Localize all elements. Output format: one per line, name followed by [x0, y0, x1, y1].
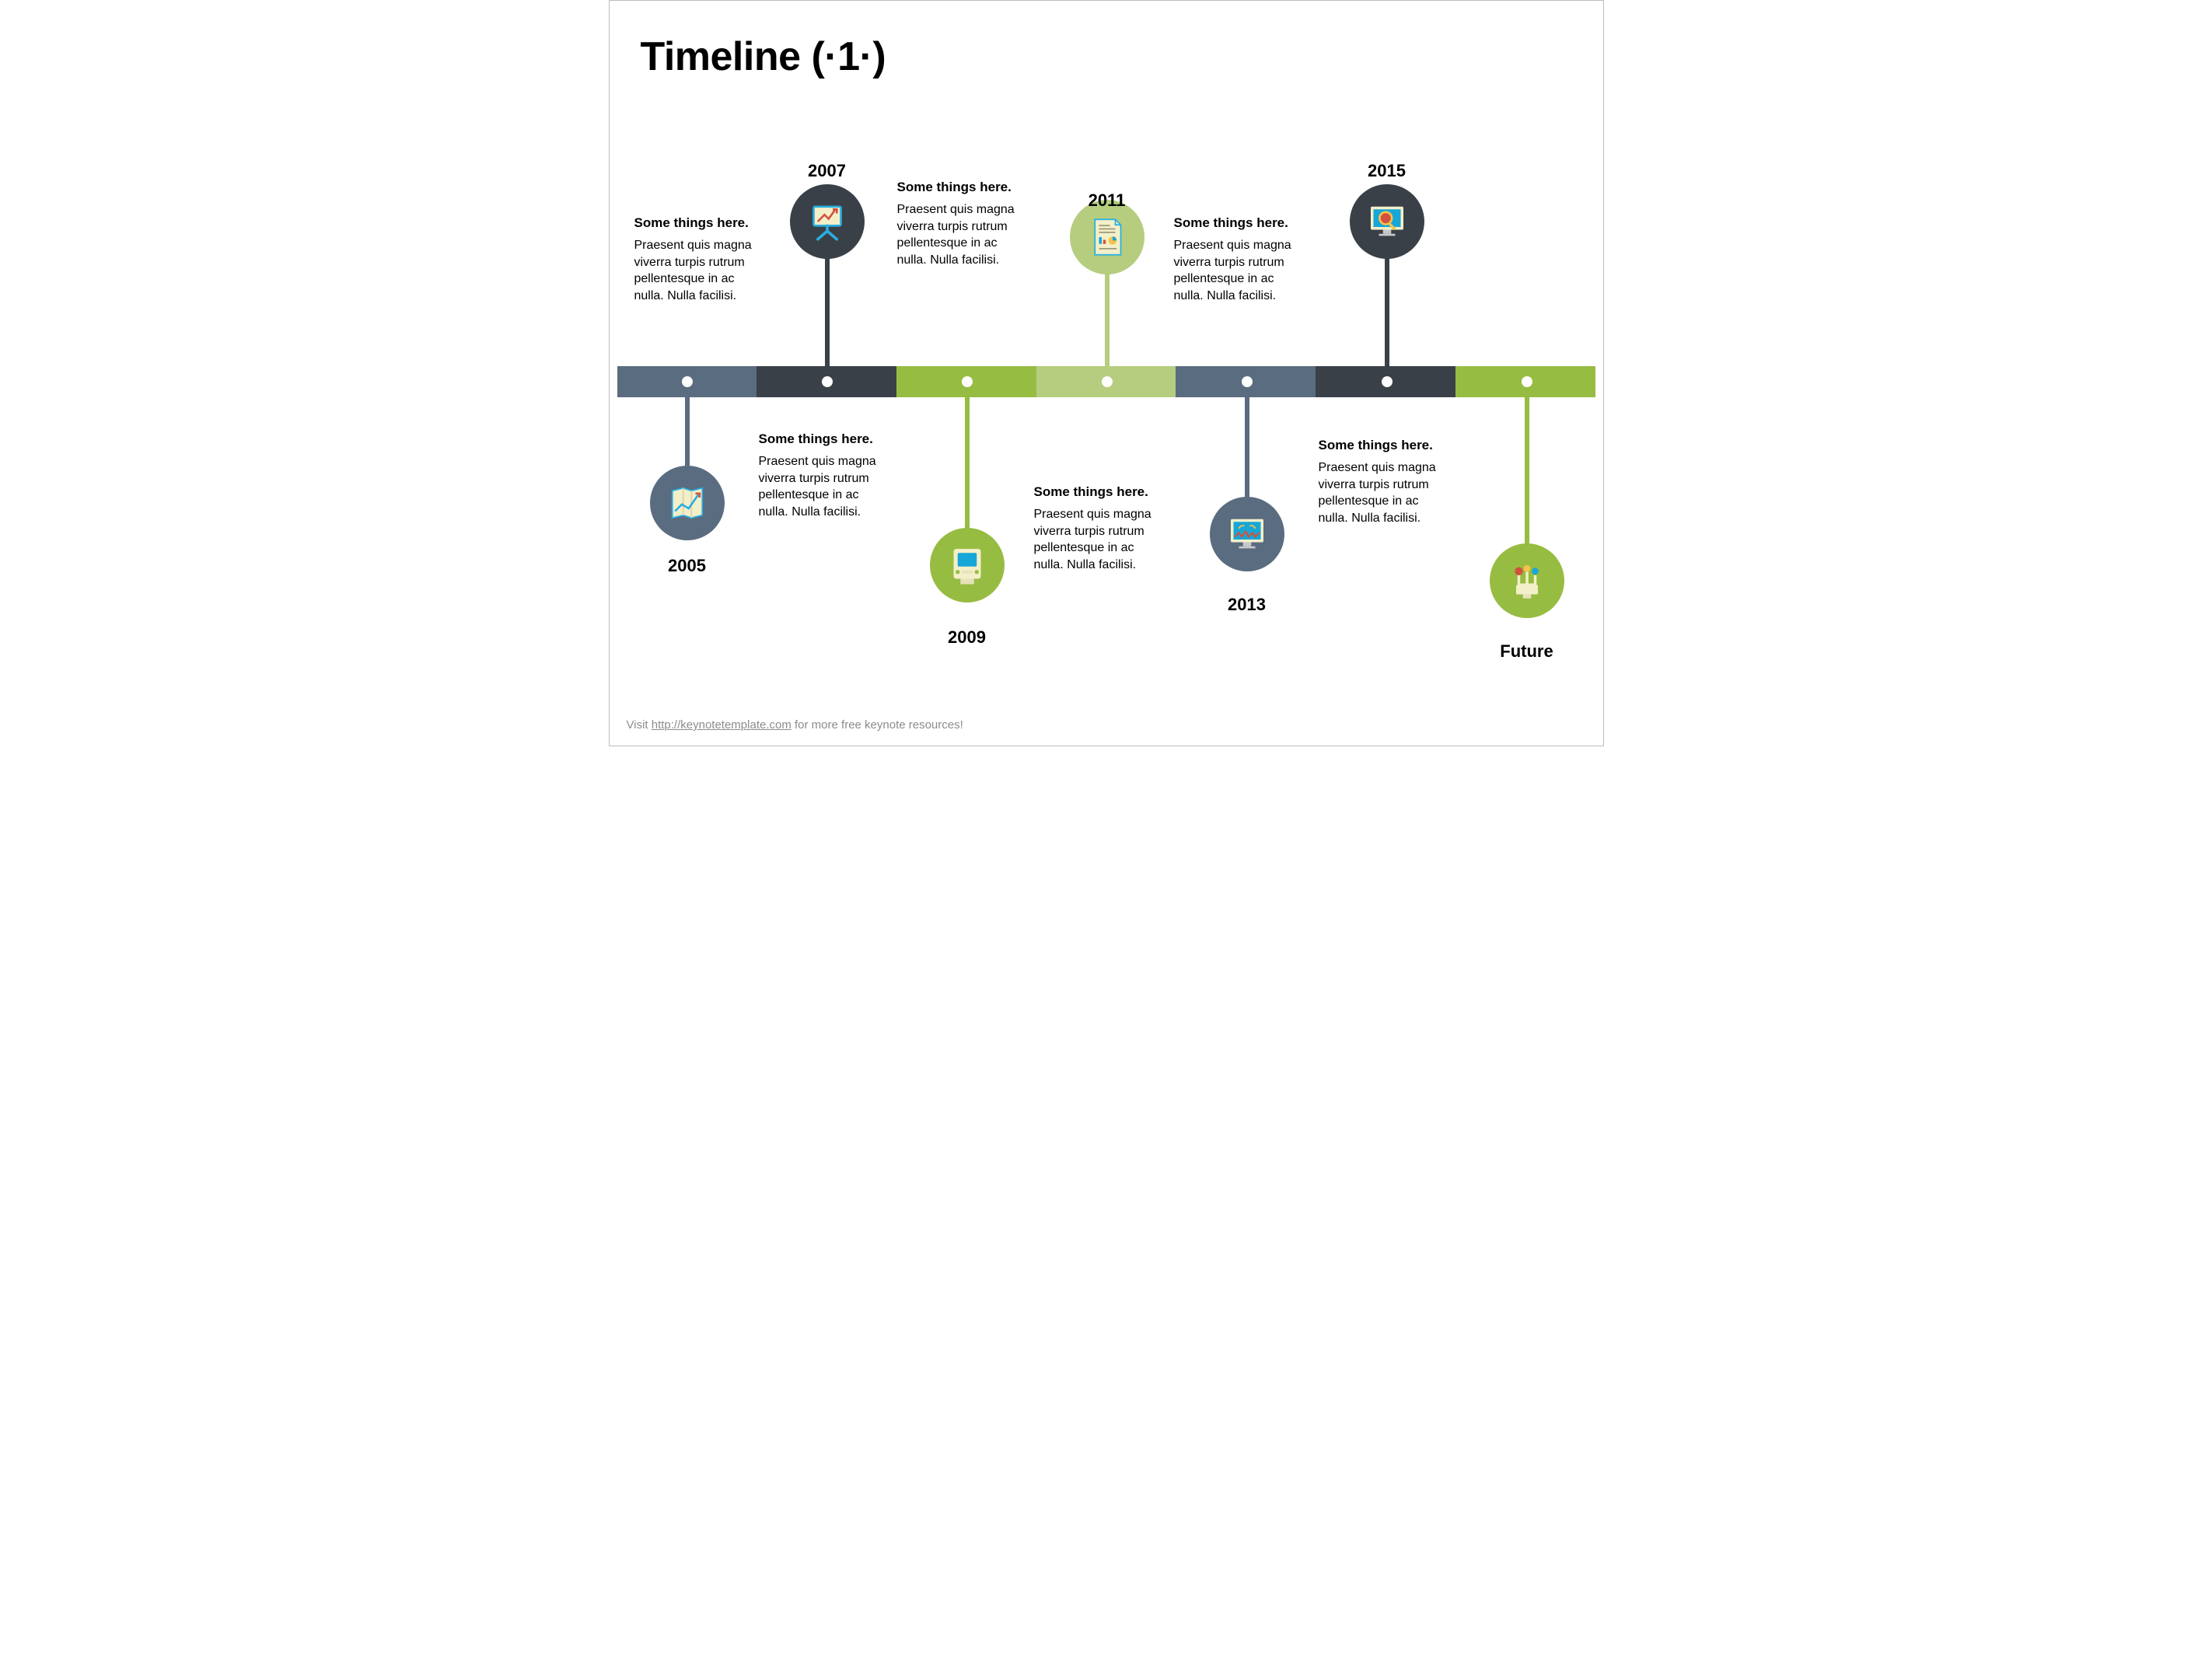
entry-heading: Some things here. — [1174, 215, 1306, 231]
timeline-stem — [1105, 273, 1109, 366]
timeline-entry: Some things here. Praesent quis magna viv… — [1319, 438, 1451, 526]
timeline-dot — [682, 376, 693, 387]
timeline-entry: Some things here. Praesent quis magna viv… — [897, 180, 1029, 268]
atm-icon — [945, 543, 989, 587]
timeline-entry: Some things here. Praesent quis magna viv… — [634, 215, 767, 304]
timeline-dot — [1382, 376, 1393, 387]
year-label: 2011 — [1089, 190, 1126, 211]
timeline-stem — [825, 257, 830, 366]
timeline-node — [1350, 184, 1424, 259]
year-label: 2005 — [668, 556, 706, 576]
circuit-icon — [1505, 559, 1549, 602]
timeline-node — [930, 528, 1005, 602]
timeline-node — [1210, 497, 1284, 571]
year-label: 2015 — [1368, 161, 1406, 181]
timeline-stem — [965, 397, 970, 529]
timeline-dot — [1522, 376, 1532, 387]
entry-body: Praesent quis magna viverra turpis rutru… — [1174, 237, 1306, 304]
year-label: 2007 — [808, 161, 846, 181]
timeline-dot — [1242, 376, 1253, 387]
timeline-node — [1070, 200, 1144, 274]
presentation-icon — [805, 200, 849, 243]
entry-heading: Some things here. — [634, 215, 767, 231]
timeline-dot — [962, 376, 973, 387]
entry-body: Praesent quis magna viverra turpis rutru… — [759, 453, 891, 520]
timeline-node — [1490, 543, 1564, 618]
entry-heading: Some things here. — [897, 180, 1029, 195]
year-label: 2009 — [948, 627, 986, 648]
timeline-stem — [685, 397, 690, 467]
entry-body: Praesent quis magna viverra turpis rutru… — [634, 237, 767, 304]
timeline-node — [790, 184, 865, 259]
entry-heading: Some things here. — [1034, 484, 1166, 500]
map-icon — [666, 481, 709, 525]
search-monitor-icon — [1365, 200, 1409, 243]
timeline-entry: Some things here. Praesent quis magna viv… — [1174, 215, 1306, 304]
timeline-entry: Some things here. Praesent quis magna viv… — [1034, 484, 1166, 573]
timeline-dot — [1102, 376, 1113, 387]
page-title: Timeline (·1·) — [641, 33, 886, 80]
timeline-dot — [822, 376, 833, 387]
year-label: Future — [1500, 641, 1553, 662]
entry-body: Praesent quis magna viverra turpis rutru… — [1034, 506, 1166, 573]
entry-heading: Some things here. — [759, 431, 891, 447]
timeline-node — [650, 466, 725, 540]
entry-body: Praesent quis magna viverra turpis rutru… — [1319, 459, 1451, 526]
slide: Timeline (·1·) 2005 Some things here. Prae… — [609, 0, 1604, 746]
dashboard-icon — [1225, 512, 1269, 556]
timeline-stem — [1385, 257, 1389, 366]
timeline-entry: Some things here. Praesent quis magna viv… — [759, 431, 891, 520]
entry-body: Praesent quis magna viverra turpis rutru… — [897, 201, 1029, 268]
footer-suffix: for more free keynote resources! — [791, 718, 963, 732]
footer-prefix: Visit — [627, 718, 652, 732]
report-icon — [1085, 215, 1129, 259]
footer-link[interactable]: http://keynotetemplate.com — [652, 718, 791, 732]
timeline-stem — [1525, 397, 1529, 545]
year-label: 2013 — [1228, 595, 1266, 615]
footer-text: Visit http://keynotetemplate.com for mor… — [627, 718, 963, 732]
entry-heading: Some things here. — [1319, 438, 1451, 453]
timeline-stem — [1245, 397, 1249, 498]
